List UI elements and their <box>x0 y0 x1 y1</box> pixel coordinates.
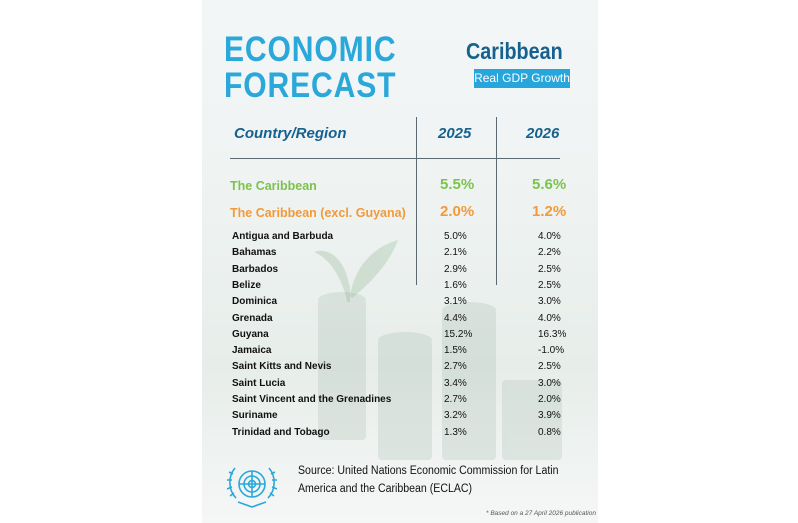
column-divider-2 <box>496 117 497 285</box>
header-country: Country/Region <box>234 125 347 142</box>
header-2026: 2026 <box>526 125 560 142</box>
plant-coins-background <box>314 240 562 460</box>
header-divider <box>230 158 560 159</box>
value-2025: 1.3% <box>444 426 467 438</box>
value-2025: 2.7% <box>444 361 467 373</box>
table-row: Belize 1.6% 2.5% <box>202 280 598 296</box>
country-name: Saint Lucia <box>232 377 286 389</box>
value-2025: 2.1% <box>444 247 467 259</box>
column-divider-1 <box>416 117 417 285</box>
title-line-1: ECONOMIC <box>224 30 397 69</box>
table-row: Saint Lucia 3.4% 3.0% <box>202 378 598 394</box>
country-name: Bahamas <box>232 247 277 259</box>
infographic-card: ECONOMIC FORECAST Caribbean Real GDP Gro… <box>202 0 598 523</box>
aggregate-name: The Caribbean (excl. Guyana) <box>230 206 406 220</box>
value-2025: 3.1% <box>444 296 467 308</box>
value-2026: 0.8% <box>538 426 561 438</box>
country-name: Antigua and Barbuda <box>232 231 334 242</box>
country-name: Suriname <box>232 410 278 422</box>
country-name: Grenada <box>232 312 273 324</box>
title-line-2: FORECAST <box>224 66 397 105</box>
value-2026: 2.2% <box>538 247 561 259</box>
value-2025: 2.7% <box>444 394 467 405</box>
value-2026: 4.0% <box>538 312 561 324</box>
table-row: Suriname 3.2% 3.9% <box>202 410 598 426</box>
table-row: Guyana 15.2% 16.3% <box>202 329 598 345</box>
country-name: Saint Vincent and the Grenadines <box>232 394 392 405</box>
value-2026: 2.0% <box>538 394 561 405</box>
header-2025: 2025 <box>438 125 472 142</box>
value-2026: -1.0% <box>538 345 565 357</box>
table-row: Dominica 3.1% 3.0% <box>202 296 598 312</box>
value-2026: 4.0% <box>538 231 561 242</box>
aggregate-value-2026: 5.6% <box>532 176 567 193</box>
aggregate-value-2025: 5.5% <box>440 176 475 193</box>
country-name: Belize <box>232 279 261 291</box>
value-2025: 4.4% <box>444 312 467 324</box>
publication-note: * Based on a 27 April 2026 publication <box>486 510 596 517</box>
un-emblem-icon <box>226 467 278 508</box>
value-2025: 1.6% <box>444 279 467 291</box>
value-2025: 15.2% <box>444 328 473 340</box>
country-name: Jamaica <box>232 345 272 357</box>
country-name: Trinidad and Tobago <box>232 426 330 438</box>
country-name: Saint Kitts and Nevis <box>232 361 332 373</box>
value-2025: 2.9% <box>444 263 467 275</box>
country-name: Dominica <box>232 296 278 308</box>
table-row: Saint Vincent and the Grenadines 2.7% 2.0% <box>202 394 598 410</box>
table-row: Barbados 2.9% 2.5% <box>202 264 598 280</box>
value-2026: 3.0% <box>538 296 561 308</box>
country-name: Guyana <box>232 328 269 340</box>
value-2026: 2.5% <box>538 263 561 275</box>
value-2026: 3.9% <box>538 410 561 422</box>
table-row: Antigua and Barbuda 5.0% 4.0% <box>202 231 598 247</box>
aggregate-value-2026: 1.2% <box>532 203 567 220</box>
table-row: Grenada 4.4% 4.0% <box>202 313 598 329</box>
page-title: ECONOMIC FORECAST <box>224 32 396 104</box>
value-2026: 3.0% <box>538 377 561 389</box>
value-2026: 2.5% <box>538 279 561 291</box>
table-row: Jamaica 1.5% -1.0% <box>202 345 598 361</box>
source-text: Source: United Nations Economic Commissi… <box>298 465 559 495</box>
country-name: Barbados <box>232 263 279 275</box>
table-row: Trinidad and Tobago 1.3% 0.8% <box>202 427 598 443</box>
aggregate-name: The Caribbean <box>230 179 317 193</box>
region-label: Caribbean <box>466 38 563 64</box>
gdp-badge: Real GDP Growth <box>474 69 570 88</box>
value-2025: 1.5% <box>444 345 467 357</box>
table-row: Saint Kitts and Nevis 2.7% 2.5% <box>202 361 598 377</box>
value-2025: 5.0% <box>444 231 467 242</box>
value-2025: 3.2% <box>444 410 467 422</box>
table-row: Bahamas 2.1% 2.2% <box>202 247 598 263</box>
value-2026: 16.3% <box>538 328 567 340</box>
value-2025: 3.4% <box>444 377 467 389</box>
value-2026: 2.5% <box>538 361 561 373</box>
aggregate-value-2025: 2.0% <box>440 203 475 220</box>
